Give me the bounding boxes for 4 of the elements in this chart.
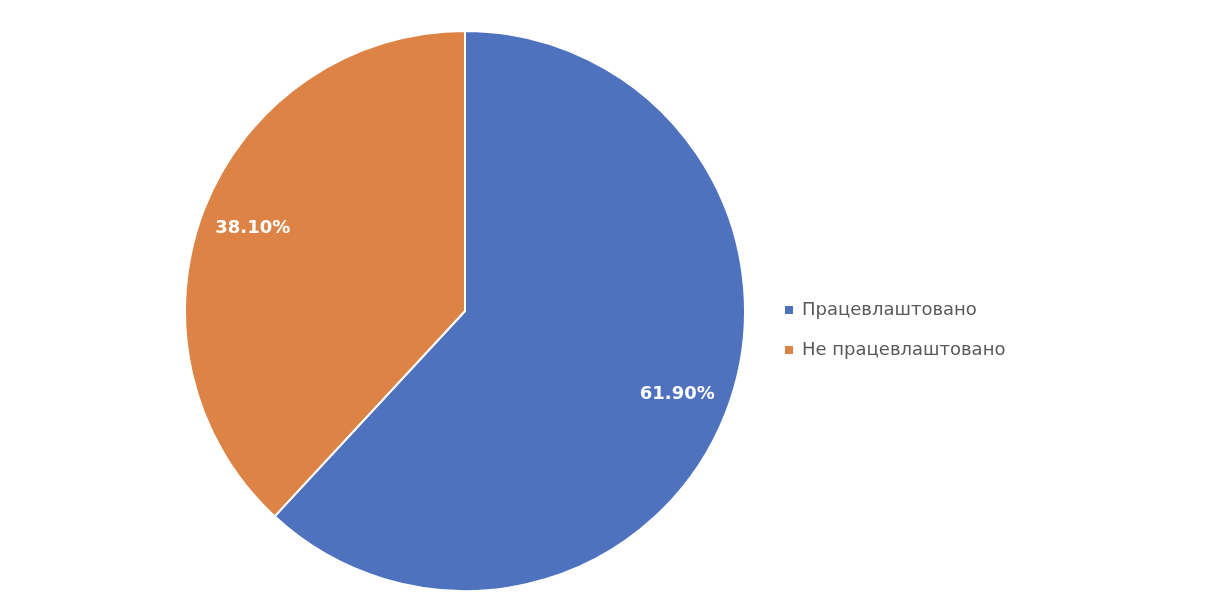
data-label: 38.10% (215, 215, 291, 237)
legend-label: Працевлаштовано (802, 298, 977, 319)
data-label: 61.90% (639, 382, 715, 404)
legend-label: Не працевлаштовано (802, 338, 1006, 359)
